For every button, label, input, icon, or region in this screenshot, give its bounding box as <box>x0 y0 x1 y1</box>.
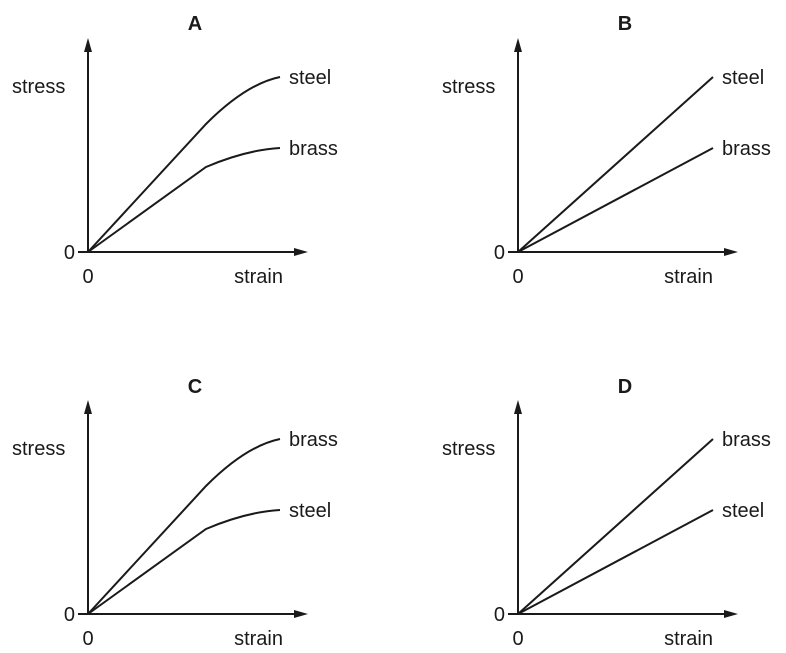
x-axis-label: strain <box>664 628 713 650</box>
series-label-steel: steel <box>722 500 764 522</box>
series-line-brass <box>87 438 281 615</box>
series-line-steel <box>87 76 281 253</box>
y-axis-arrow-icon <box>84 400 92 414</box>
graph-panel-a: steel brass stress strain 00 <box>12 38 338 288</box>
panel-title-c: C <box>188 376 202 398</box>
series-line-brass <box>517 438 714 615</box>
y-axis-label: stress <box>12 76 65 98</box>
series-label-brass: brass <box>289 138 338 160</box>
series-line-brass <box>517 147 714 253</box>
y-axis-label: stress <box>12 438 65 460</box>
series-label-steel: steel <box>722 67 764 89</box>
series-line-steel <box>517 76 714 253</box>
x-axis-arrow-icon <box>294 248 308 256</box>
y-axis-arrow-icon <box>84 38 92 52</box>
y-axis-label: stress <box>442 438 495 460</box>
y-origin-label: 0 <box>494 604 505 626</box>
series-label-brass: brass <box>722 138 771 160</box>
x-axis-arrow-icon <box>724 248 738 256</box>
y-origin-label: 0 <box>64 604 75 626</box>
graph-panel-d: brass steel stress strain 00 <box>442 400 771 650</box>
series-label-brass: brass <box>722 429 771 451</box>
x-axis-label: strain <box>664 266 713 288</box>
series-label-steel: steel <box>289 500 331 522</box>
y-origin-label: 0 <box>64 242 75 264</box>
y-axis-label: stress <box>442 76 495 98</box>
x-origin-label: 0 <box>512 266 523 288</box>
x-axis-label: strain <box>234 266 283 288</box>
y-origin-label: 0 <box>494 242 505 264</box>
panel-title-a: A <box>188 13 202 35</box>
series-line-steel <box>87 509 281 615</box>
x-origin-label: 0 <box>82 628 93 650</box>
x-origin-label: 0 <box>512 628 523 650</box>
panel-title-d: D <box>618 376 632 398</box>
x-axis-arrow-icon <box>294 610 308 618</box>
series-label-brass: brass <box>289 429 338 451</box>
graph-panel-c: brass steel stress strain 00 <box>12 400 338 650</box>
y-axis-arrow-icon <box>514 38 522 52</box>
series-label-steel: steel <box>289 67 331 89</box>
y-axis-arrow-icon <box>514 400 522 414</box>
series-line-brass <box>87 147 281 253</box>
x-axis-label: strain <box>234 628 283 650</box>
x-origin-label: 0 <box>82 266 93 288</box>
series-line-steel <box>517 509 714 615</box>
x-axis-arrow-icon <box>724 610 738 618</box>
panel-title-b: B <box>618 13 632 35</box>
graph-panel-b: steel brass stress strain 00 <box>442 38 771 288</box>
